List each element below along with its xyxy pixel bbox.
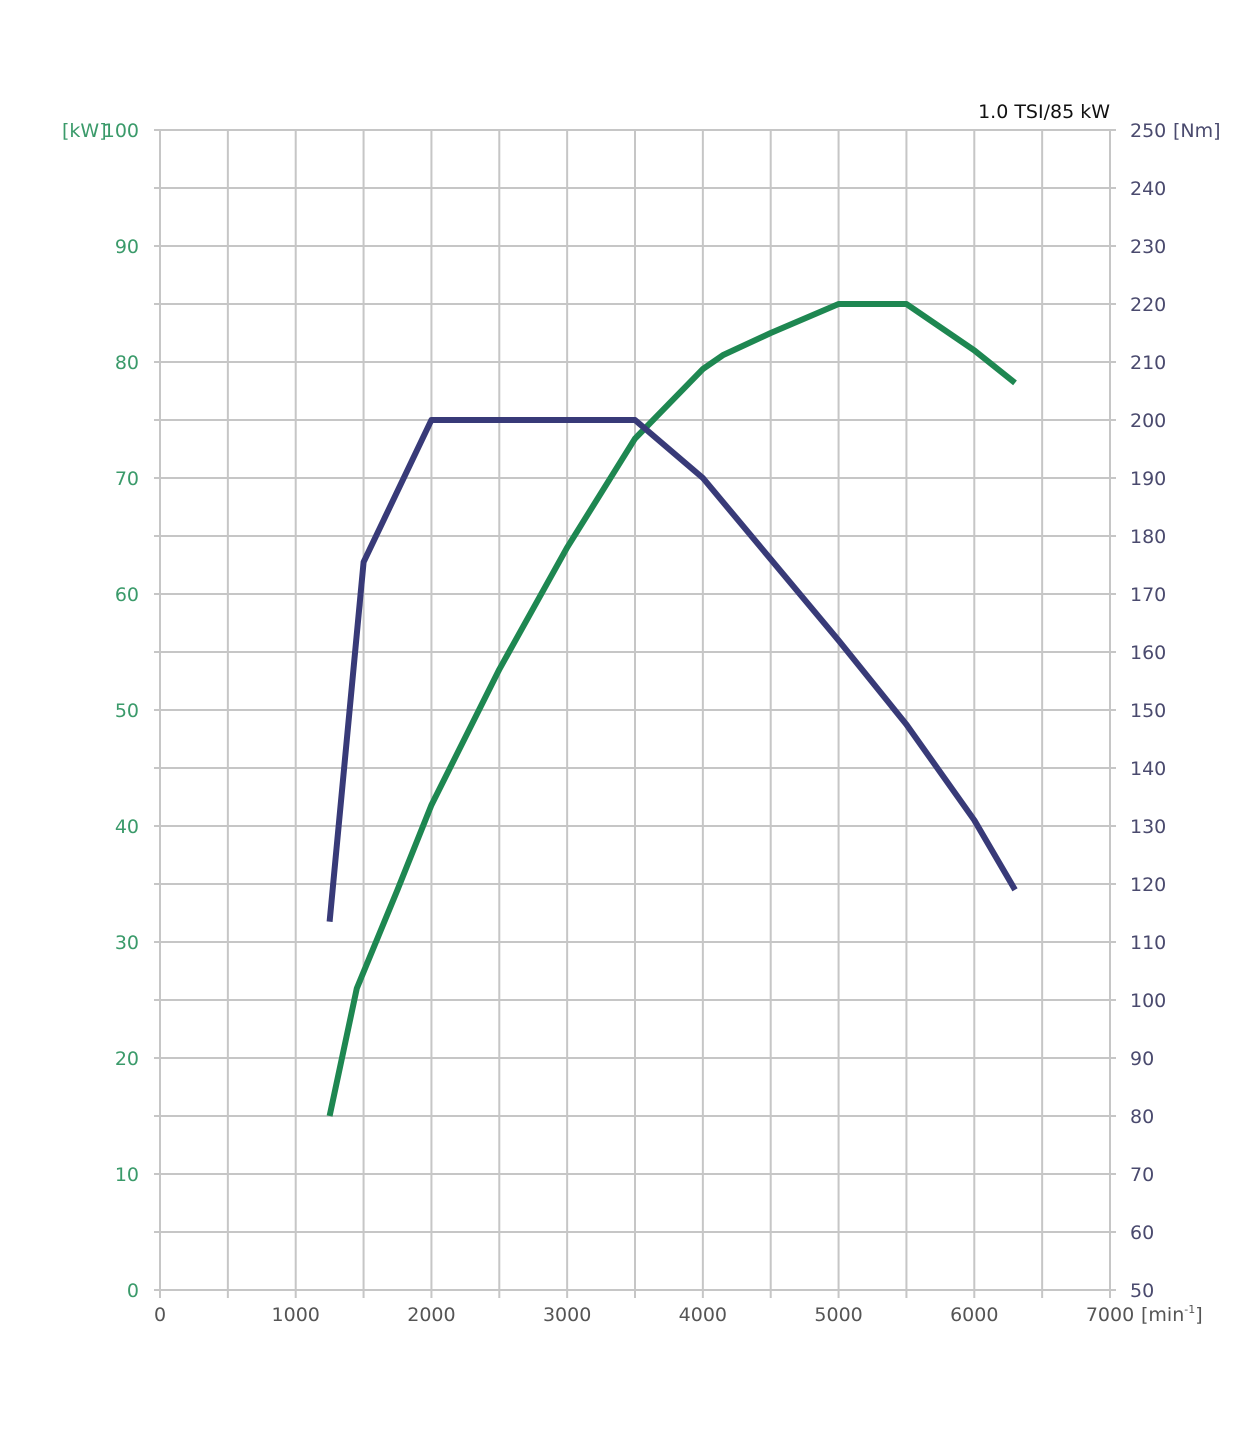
- y-right-tick-label: 100: [1130, 990, 1166, 1012]
- y-left-tick-label: 10: [115, 1164, 139, 1186]
- y-right-tick-label: 140: [1130, 758, 1166, 780]
- y-right-tick-label: 210: [1130, 352, 1166, 374]
- x-tick-label: 0: [154, 1304, 166, 1326]
- y-left-tick-label: 50: [115, 700, 139, 722]
- y-right-tick-label: 170: [1130, 584, 1166, 606]
- torque-line: [326, 417, 1018, 922]
- y-left-unit-label: [kW]: [62, 120, 107, 142]
- x-tick-label: 3000: [543, 1304, 591, 1326]
- axes: 0 10 20 30 40 50 60 70 80 90 100 50 60 70 80 90 100 110 12…: [103, 120, 1167, 1326]
- x-unit-label: [min-1]: [1141, 1303, 1203, 1326]
- y-left-tick-label: 80: [115, 352, 139, 374]
- y-left-tick-label: 90: [115, 236, 139, 258]
- x-tick-label: 5000: [814, 1304, 862, 1326]
- y-left-tick-label: 30: [115, 932, 139, 954]
- x-tick-label: 6000: [950, 1304, 998, 1326]
- x-tick-label: 2000: [407, 1304, 455, 1326]
- y-right-tick-label: 250: [1130, 120, 1166, 142]
- y-left-tick-label: 0: [127, 1280, 139, 1302]
- y-right-tick-label: 220: [1130, 294, 1166, 316]
- y-right-tick-label: 60: [1130, 1222, 1154, 1244]
- y-right-tick-label: 230: [1130, 236, 1166, 258]
- y-right-unit-label: [Nm]: [1173, 120, 1221, 142]
- y-right-tick-label: 160: [1130, 642, 1166, 664]
- x-unit-close: ]: [1195, 1304, 1202, 1326]
- y-right-tick-label: 90: [1130, 1048, 1154, 1070]
- y-right-tick-label: 180: [1130, 526, 1166, 548]
- y-right-tick-label: 120: [1130, 874, 1166, 896]
- y-right-tick-label: 110: [1130, 932, 1166, 954]
- x-tick-label: 1000: [272, 1304, 320, 1326]
- y-right-tick-label: 50: [1130, 1280, 1154, 1302]
- grid: [154, 129, 1116, 1298]
- x-tick-label: 7000: [1086, 1304, 1134, 1326]
- x-unit-superscript: -1: [1184, 1303, 1195, 1316]
- y-right-tick-label: 80: [1130, 1106, 1154, 1128]
- chart-title: 1.0 TSI/85 kW: [978, 101, 1110, 123]
- y-right-tick-label: 240: [1130, 178, 1166, 200]
- y-left-tick-label: 100: [103, 120, 139, 142]
- y-right-tick-label: 190: [1130, 468, 1166, 490]
- x-tick-label: 4000: [679, 1304, 727, 1326]
- y-right-tick-label: 150: [1130, 700, 1166, 722]
- x-unit-base: [min: [1141, 1304, 1184, 1326]
- y-left-tick-label: 40: [115, 816, 139, 838]
- y-left-tick-label: 70: [115, 468, 139, 490]
- y-left-tick-label: 20: [115, 1048, 139, 1070]
- y-right-tick-label: 200: [1130, 410, 1166, 432]
- y-left-tick-label: 60: [115, 584, 139, 606]
- y-right-tick-label: 70: [1130, 1164, 1154, 1186]
- power-line: [326, 301, 1017, 1117]
- y-right-tick-label: 130: [1130, 816, 1166, 838]
- series-layer: [326, 301, 1018, 1117]
